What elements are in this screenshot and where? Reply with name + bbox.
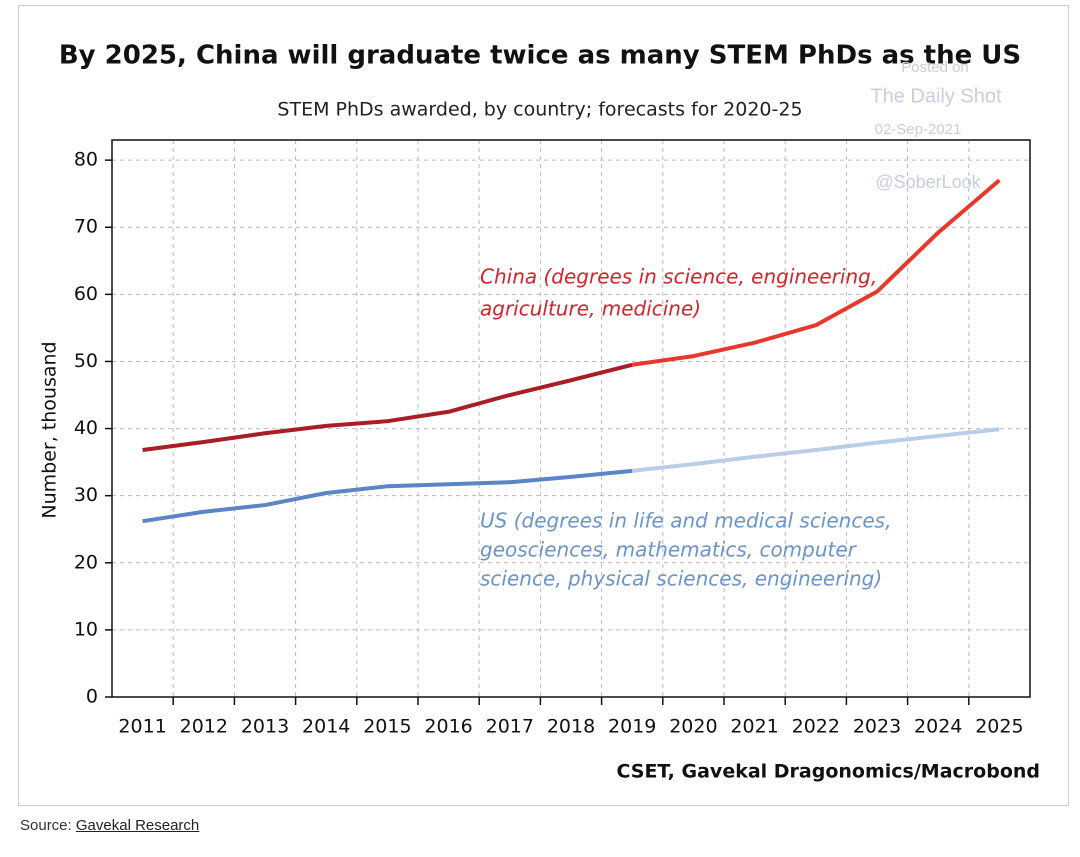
x-tick-label: 2024 [914,716,962,738]
x-tick-label: 2017 [486,716,534,738]
source: CSET, Gavekal Dragonomics/Macrobond [616,761,1040,783]
chart-frame [18,5,1069,806]
plot-frame [111,139,1031,698]
x-tick-label: 2016 [424,716,472,738]
x-tick-label: 2011 [118,716,166,738]
series-label: US (degrees in life and medical sciences… [480,509,891,533]
x-tick-label: 2019 [608,716,656,738]
y-tick-label: 0 [86,686,98,708]
series-label: science, physical sciences, engineering) [480,567,882,591]
x-tick-label: 2018 [547,716,595,738]
watermark: @SoberLook [875,172,981,192]
line-forecast [631,178,1001,367]
source-link[interactable]: Gavekal Research [75,817,200,834]
y-tick-label: 80 [74,149,98,171]
y-tick-label: 30 [74,484,98,506]
watermark: 02-Sep-2021 [875,121,962,138]
series-label: China (degrees in science, engineering, [480,265,877,289]
series-label: geosciences, mathematics, computer [480,538,858,562]
line-forecast [631,427,1000,473]
y-tick-label: 20 [74,551,98,573]
x-tick-label: 2023 [853,716,901,738]
x-tick-label: 2014 [302,716,350,738]
y-tick-label: 70 [74,216,98,238]
x-tick-label: 2022 [792,716,840,738]
x-tick-label: 2020 [669,716,717,738]
chart: By 2025, China will graduate twice as ma… [18,5,1069,806]
footer-prefix: Source: [20,817,72,834]
y-axis-label: Number, thousand [39,341,61,518]
y-tick-label: 50 [74,350,98,372]
watermark: Posted on [901,59,969,76]
x-tick-label: 2015 [363,716,411,738]
chart-title: By 2025, China will graduate twice as ma… [59,41,1021,71]
x-tick-label: 2021 [730,716,778,738]
line-actual [142,468,633,524]
y-tick-label: 40 [74,417,98,439]
y-tick-label: 60 [74,283,98,305]
line-actual [142,362,633,453]
series-label: agriculture, medicine) [480,297,701,321]
watermark: The Daily Shot [870,85,1002,107]
x-tick-label: 2013 [241,716,289,738]
x-tick-label: 2012 [180,716,228,738]
y-tick-label: 10 [74,618,98,640]
footer: Source: Gavekal Research [20,817,199,834]
chart-subtitle: STEM PhDs awarded, by country; forecasts… [277,99,802,121]
x-tick-label: 2025 [975,716,1023,738]
